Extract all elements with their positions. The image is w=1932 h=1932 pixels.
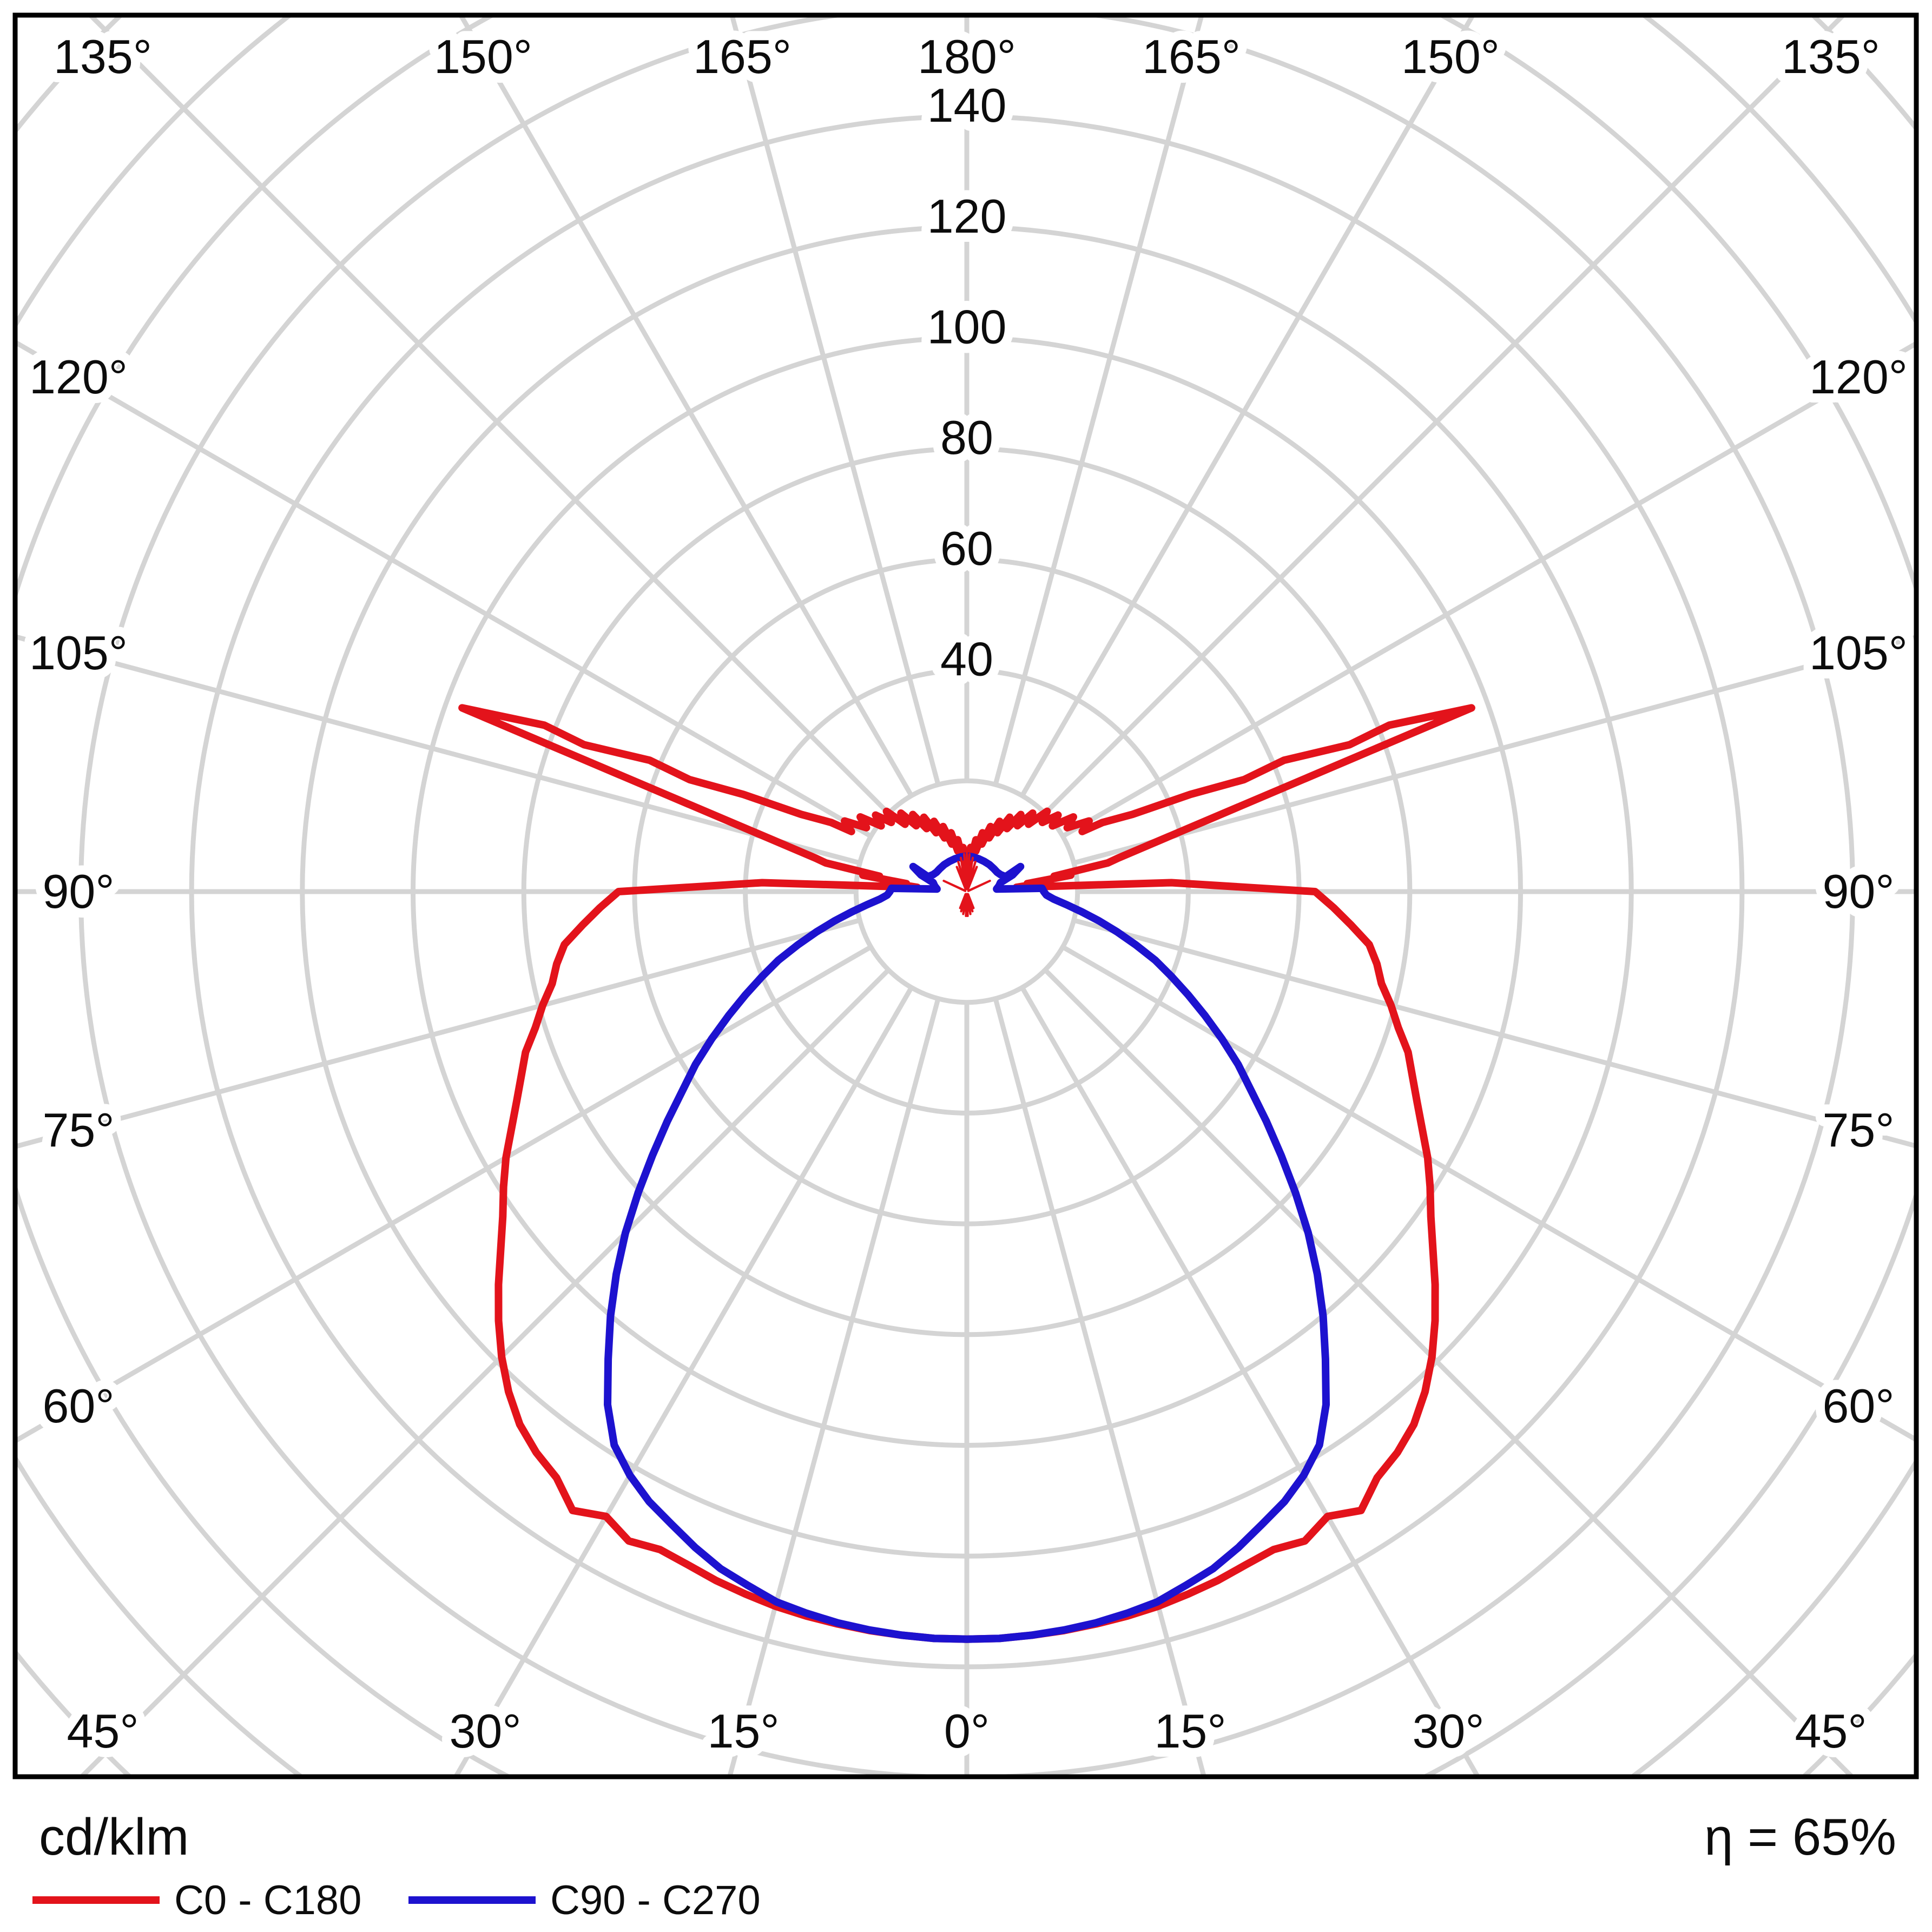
angle-label-150: 150°	[1401, 30, 1500, 83]
unit-label: cd/klm	[39, 1808, 189, 1866]
grid-ray-120deg	[1061, 340, 1916, 839]
grid-ray-105deg	[1073, 635, 1916, 866]
origin-nub-right	[967, 880, 991, 892]
angle-label-75: 75°	[1822, 1103, 1894, 1157]
angle-label-90: 90°	[42, 865, 114, 918]
grid-ray-45deg	[1043, 968, 1856, 1777]
grid-ray-150deg	[1020, 15, 1476, 797]
radial-label-40: 40	[940, 632, 993, 686]
angle-label-30: 30°	[1412, 1704, 1484, 1758]
plot-border	[12, 12, 1919, 1779]
legend-label-c90-c270: C90 - C270	[550, 1877, 761, 1923]
grid-ray-240deg	[15, 339, 872, 839]
grid-ray-330deg	[453, 986, 914, 1777]
grid-ray-315deg	[78, 968, 891, 1777]
radial-label-120: 120	[927, 189, 1007, 243]
angle-label-120: 120°	[1809, 350, 1908, 404]
angle-label-105: 105°	[29, 626, 128, 680]
angle-label-120: 120°	[29, 350, 128, 404]
origin-nub-left	[942, 880, 967, 892]
grid-ray-225deg	[87, 15, 891, 815]
angle-label-45: 45°	[67, 1704, 139, 1758]
angle-label-135: 135°	[1782, 30, 1880, 83]
grid-ray-345deg	[727, 998, 941, 1777]
angle-label-15: 15°	[1154, 1704, 1226, 1758]
angle-label-135: 135°	[54, 30, 152, 83]
grid-ray-75deg	[1073, 918, 1916, 1149]
grid-ray-60deg	[1061, 945, 1916, 1443]
angle-label-105: 105°	[1809, 626, 1908, 680]
radial-label-60: 60	[940, 522, 993, 575]
grid-ray-165deg	[993, 15, 1204, 786]
efficiency-label: η = 65%	[1704, 1808, 1896, 1866]
legend: C0 - C180 C90 - C270	[32, 1877, 761, 1923]
grid-ray-210deg	[458, 15, 914, 797]
radial-label-80: 80	[940, 411, 993, 464]
radial-label-100: 100	[927, 300, 1007, 354]
radial-label-140: 140	[927, 78, 1007, 132]
angle-label-165: 165°	[693, 30, 792, 83]
grid-ray-255deg	[15, 634, 861, 866]
origin-fan-down-mirror	[959, 893, 975, 917]
angle-label-165: 165°	[1142, 30, 1241, 83]
angle-label-15: 15°	[707, 1704, 779, 1758]
grid-ray-285deg	[15, 918, 861, 1149]
angle-label-90: 90°	[1822, 865, 1894, 918]
angle-label-30: 30°	[449, 1704, 521, 1758]
angle-label-60: 60°	[42, 1379, 114, 1433]
angle-label-45: 45°	[1795, 1704, 1867, 1758]
angle-label-0: 0°	[944, 1704, 990, 1758]
photometric-curves	[458, 704, 1475, 1643]
grid-ray-135deg	[1043, 15, 1847, 815]
grid-ray-15deg	[993, 998, 1207, 1777]
angle-label-180: 180°	[918, 30, 1016, 83]
angle-label-60: 60°	[1822, 1379, 1894, 1433]
grid-ray-300deg	[15, 945, 872, 1444]
angle-label-75: 75°	[42, 1103, 114, 1157]
axis-labels: 135° 150° 165° 180° 165° 150° 135° 120° 105° 90° 7…	[20, 21, 1917, 1767]
grid-ray-195deg	[729, 15, 941, 786]
angle-label-150: 150°	[434, 30, 532, 83]
legend-label-c0-c180: C0 - C180	[174, 1877, 361, 1923]
grid-ray-30deg	[1020, 986, 1481, 1777]
origin-fan-up-mirror	[955, 850, 978, 891]
